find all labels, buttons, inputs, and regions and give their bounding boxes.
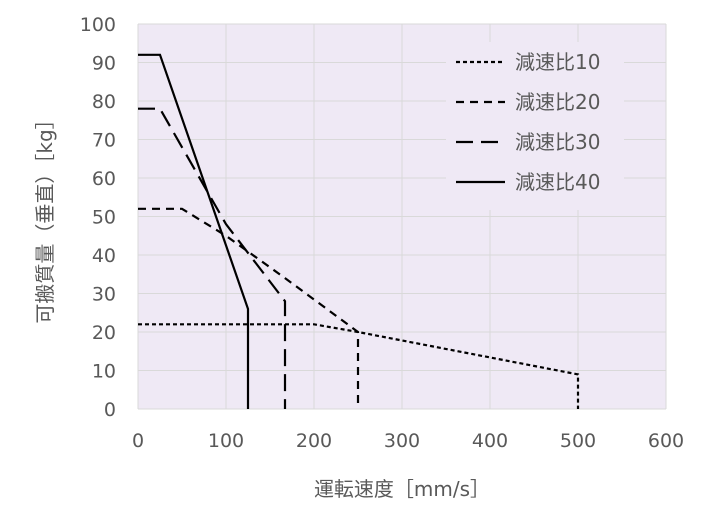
x-tick-label: 0: [132, 430, 144, 452]
x-tick-label: 200: [296, 430, 332, 452]
y-tick-labels: 0 10 20 30 40 50 60 70 80 90 100: [80, 14, 116, 421]
x-tick-label: 400: [472, 430, 508, 452]
series-lines: [138, 53, 580, 409]
legend-label: 減速比30: [515, 130, 600, 154]
y-tick-label: 70: [92, 130, 116, 152]
legend: 減速比10 減速比20 減速比30 減速比40: [446, 42, 624, 210]
y-tick-label: 30: [92, 284, 116, 306]
y-tick-label: 60: [92, 168, 116, 190]
legend-label: 減速比10: [515, 50, 600, 74]
y-tick-label: 50: [92, 207, 116, 229]
x-tick-label: 500: [560, 430, 596, 452]
series-line-4: [138, 53, 250, 409]
legend-label: 減速比40: [515, 170, 600, 194]
x-axis-title: 運転速度［mm/s］: [314, 477, 490, 501]
y-tick-label: 40: [92, 245, 116, 267]
x-tick-labels: 0 100 200 300 400 500 600: [132, 430, 684, 452]
y-tick-label: 90: [92, 53, 116, 75]
x-tick-label: 600: [648, 430, 684, 452]
series-line-3: [138, 107, 287, 409]
x-tick-label: 300: [384, 430, 420, 452]
y-axis-title: 可搬質量（垂直）［kg］: [33, 109, 57, 323]
legend-label: 減速比20: [515, 90, 600, 114]
y-tick-label: 10: [92, 361, 116, 383]
series-line-2: [138, 207, 360, 409]
y-tick-label: 0: [104, 399, 116, 421]
y-tick-label: 100: [80, 14, 116, 36]
y-tick-label: 80: [92, 91, 116, 113]
x-tick-label: 100: [208, 430, 244, 452]
y-tick-label: 20: [92, 322, 116, 344]
